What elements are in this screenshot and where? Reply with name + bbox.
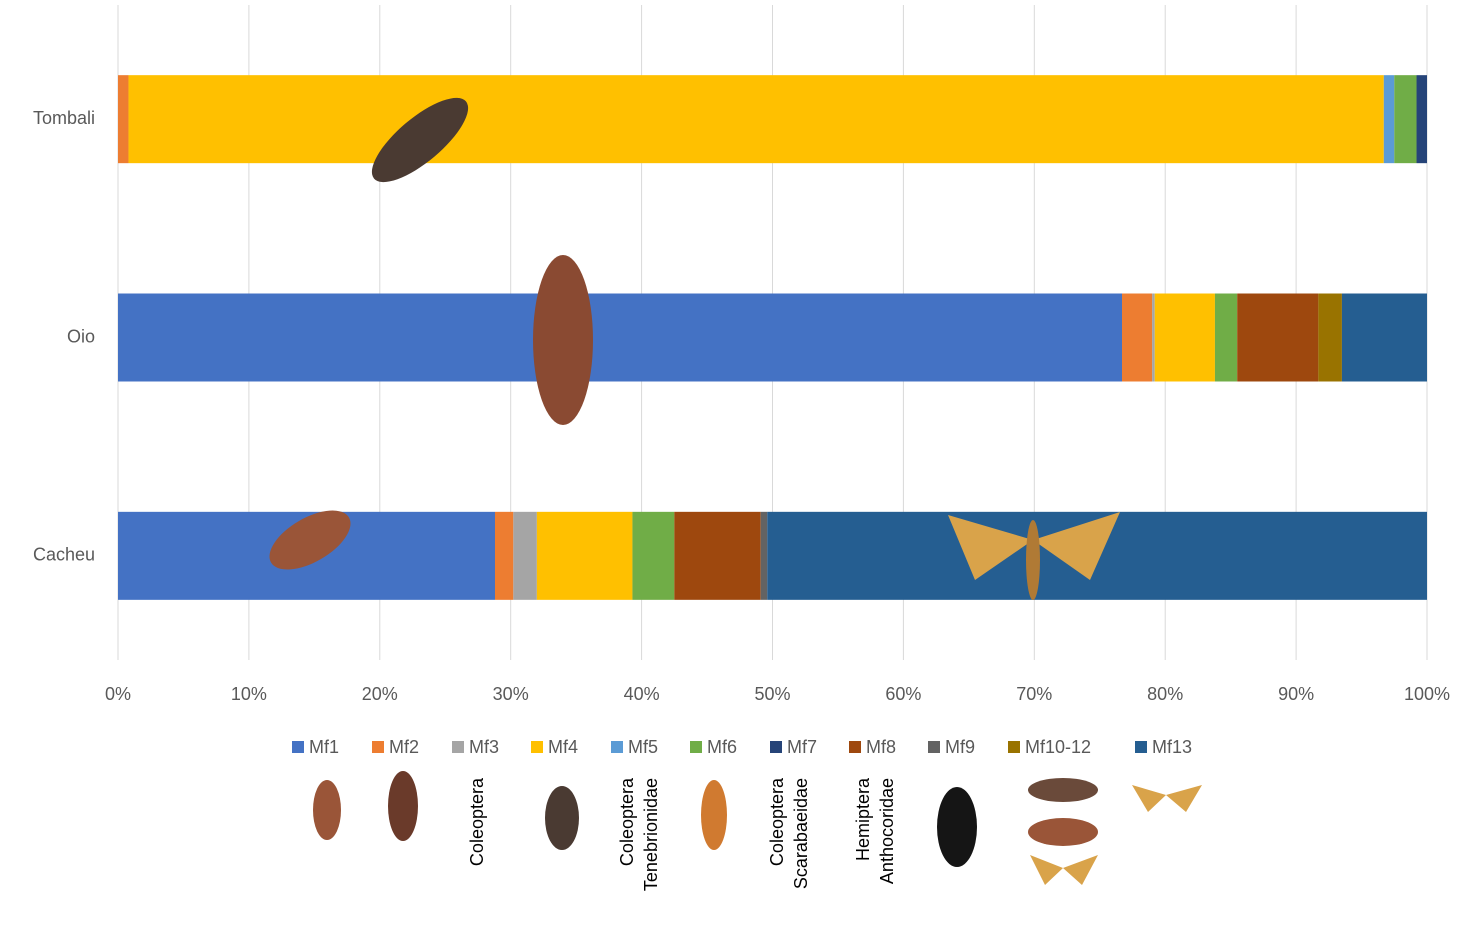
insect-image [388,771,418,841]
insect-image [1028,778,1098,802]
x-tick-label: 30% [493,684,529,704]
legend-label: Mf10-12 [1025,737,1091,757]
bar-segment [674,511,761,600]
legend-swatch [292,741,304,753]
insect-image [937,787,977,867]
legend-label: Mf13 [1152,737,1192,757]
insect-image [545,786,579,850]
bar-segment [760,511,768,600]
legend-label: Mf3 [469,737,499,757]
bar-segment [494,511,514,600]
insect-image [269,510,351,570]
legend-label: Mf4 [548,737,578,757]
insect-image [1026,520,1040,600]
x-tick-label: 50% [754,684,790,704]
legend-swatch [372,741,384,753]
x-tick-label: 70% [1016,684,1052,704]
bar-segment [1122,293,1153,382]
bar-segment [632,511,675,600]
image-caption: Coleoptera [467,777,487,866]
bar-segment [1318,293,1342,382]
bar-segment [128,75,1384,164]
x-tick-label: 10% [231,684,267,704]
bar-segment [1152,293,1155,382]
category-label: Oio [67,326,95,346]
legend-swatch [531,741,543,753]
insect-image [701,780,727,850]
image-caption: Hemiptera [853,777,873,861]
bar-segment [1341,293,1427,382]
x-tick-label: 60% [885,684,921,704]
insect-image [1028,818,1098,846]
insect-images [269,97,1202,885]
bar-segment [1214,293,1238,382]
bar-segment [118,293,1123,382]
bar-segment [513,511,537,600]
legend-swatch [452,741,464,753]
bar-segment [1416,75,1427,164]
legend-label: Mf2 [389,737,419,757]
legend-label: Mf9 [945,737,975,757]
bar-segment [1394,75,1417,164]
bar-segment [536,511,633,600]
bar-segment [1237,293,1319,382]
image-caption: Coleoptera [767,777,787,866]
bar-segment [1154,293,1215,382]
x-tick-label: 100% [1404,684,1450,704]
image-caption: Anthocoridae [877,778,897,884]
legend-label: Mf8 [866,737,896,757]
insect-image [313,780,341,840]
category-label: Tombali [33,108,95,128]
insect-image [1030,855,1098,885]
x-tick-label: 0% [105,684,131,704]
legend-label: Mf6 [707,737,737,757]
category-label: Cacheu [33,545,95,565]
legend-label: Mf7 [787,737,817,757]
legend-swatch [611,741,623,753]
legend-swatch [1008,741,1020,753]
bar-segment [118,75,129,164]
insect-image [533,255,593,425]
insect-image [948,512,1120,580]
x-tick-label: 80% [1147,684,1183,704]
insect-image [1132,785,1202,812]
x-tick-label: 90% [1278,684,1314,704]
insect-image [371,97,469,183]
legend-swatch [928,741,940,753]
image-caption: Coleoptera [617,777,637,866]
x-tick-label: 40% [624,684,660,704]
legend-label: Mf5 [628,737,658,757]
legend-label: Mf1 [309,737,339,757]
bar-segment [1383,75,1395,164]
legend-swatch [770,741,782,753]
legend-swatch [1135,741,1147,753]
image-caption: Scarabaeidae [791,778,811,889]
legend-swatch [690,741,702,753]
x-tick-label: 20% [362,684,398,704]
legend-swatch [849,741,861,753]
image-caption: Tenebrionidae [641,778,661,891]
